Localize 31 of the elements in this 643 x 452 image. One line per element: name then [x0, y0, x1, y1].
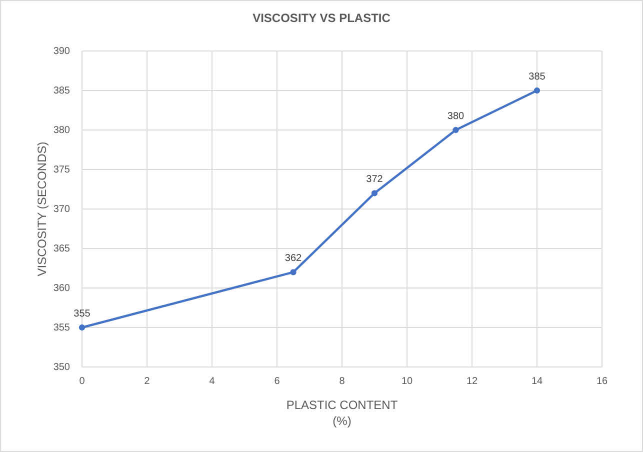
chart-title: VISCOSITY VS PLASTIC: [252, 11, 391, 25]
y-tick-label: 365: [53, 244, 70, 255]
y-tick-label: 360: [53, 283, 70, 294]
y-tick-label: 375: [53, 164, 70, 176]
point: [452, 126, 459, 134]
x-tick-label: 2: [144, 376, 150, 388]
y-tick-label: 385: [53, 86, 70, 97]
y-tick-label: 350: [53, 362, 70, 374]
x-tick-label: 6: [274, 376, 280, 388]
x-tick-label: 12: [466, 376, 478, 388]
data-label: 385: [528, 72, 546, 82]
x-tick-label: 16: [596, 376, 608, 388]
x-tick-label: 0: [79, 376, 86, 388]
y-tick-label: 380: [53, 125, 70, 136]
data-label: 362: [284, 253, 302, 264]
data-label: 380: [447, 111, 465, 122]
y-tick-label: 370: [53, 204, 70, 216]
data-label: 372: [366, 174, 384, 186]
x-tick-label: 14: [531, 376, 543, 388]
y-tick-label: 390: [53, 46, 70, 58]
x-tick-label: 4: [209, 376, 216, 388]
y-tick-label: 355: [53, 322, 70, 334]
point: [290, 269, 296, 276]
point: [534, 87, 540, 94]
point: [371, 190, 378, 196]
point: [78, 324, 86, 331]
y-axis-title: VISCOSITY (SECONDS): [35, 142, 49, 276]
data-label: 355: [74, 308, 91, 320]
x-tick-label: 8: [339, 376, 346, 388]
x-axis-title: PLASTIC CONTENT (%): [286, 398, 398, 428]
x-tick-label: 10: [401, 376, 413, 388]
